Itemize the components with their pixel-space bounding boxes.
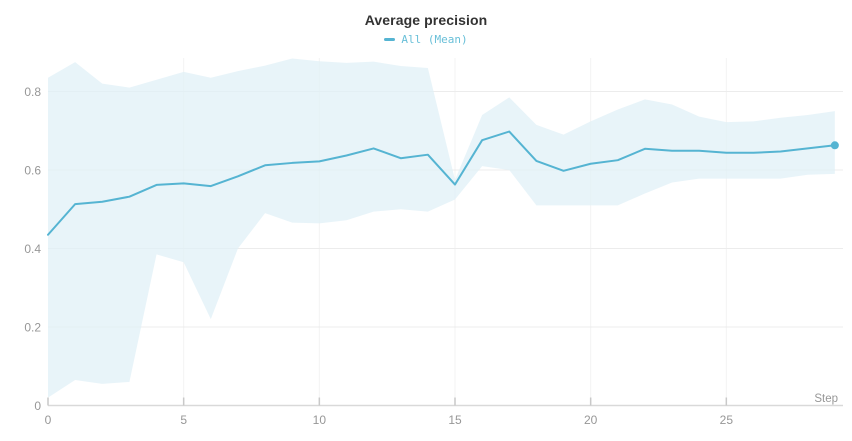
x-axis-title: Step — [814, 393, 838, 405]
y-tick-label: 0.4 — [24, 242, 41, 256]
mean-line — [47, 130, 836, 236]
x-tick-label: 10 — [313, 413, 327, 427]
legend-item-all-mean[interactable]: All (Mean) — [384, 33, 468, 46]
x-tick-label: 0 — [45, 413, 52, 427]
x-tick-label: 25 — [720, 413, 734, 427]
y-tick-label: 0 — [34, 399, 41, 413]
legend-line-swatch — [384, 38, 396, 41]
y-tick-label: 0.6 — [24, 164, 41, 178]
end-point-dot — [830, 141, 839, 150]
x-tick-label: 5 — [180, 413, 187, 427]
minmax-band-area — [48, 58, 835, 398]
legend-label: All (Mean) — [401, 33, 468, 46]
y-tick-label: 0.2 — [24, 321, 41, 335]
y-tick-label: 0.8 — [24, 85, 41, 99]
x-tick-label: 15 — [448, 413, 462, 427]
x-tick-label: 20 — [584, 413, 598, 427]
